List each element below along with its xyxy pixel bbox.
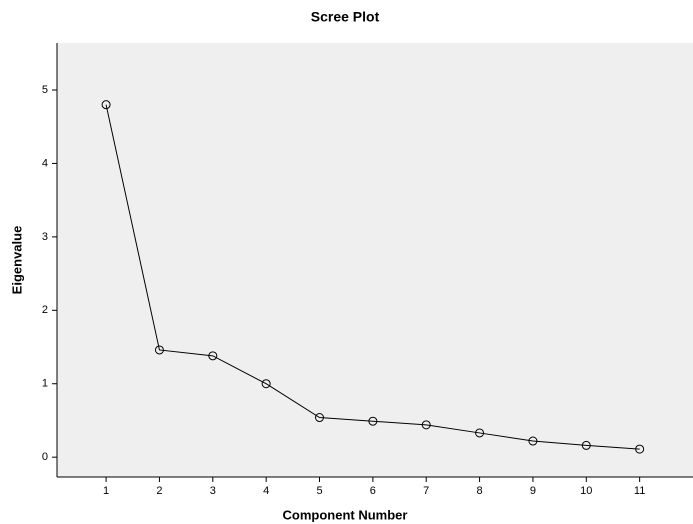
x-tick-label: 9 [530,485,536,497]
data-point [368,416,378,426]
data-point [315,413,325,423]
x-tick-label: 2 [156,485,162,497]
y-tick-label: 4 [42,157,48,169]
x-tick-label: 6 [370,485,376,497]
data-point [635,444,645,454]
chart-title: Scree Plot [311,9,380,25]
y-tick-label: 0 [42,451,48,463]
series-line [105,104,640,450]
x-tick-label: 7 [423,485,429,497]
data-point [261,379,271,389]
y-tick-label: 5 [42,84,48,96]
y-tick-label: 3 [42,231,48,243]
x-tick-label: 10 [580,485,592,497]
x-tick-label: 1 [103,485,109,497]
x-tick-label: 3 [210,485,216,497]
x-tick-label: 11 [634,485,645,497]
y-axis-title: Eigenvalue [9,226,24,295]
y-tick-label: 2 [42,304,48,316]
data-point [475,428,485,438]
x-axis-title: Component Number [283,507,408,522]
y-tick-label: 1 [42,378,48,390]
x-tick-label: 4 [263,485,269,497]
plot-area [57,43,693,477]
data-point [101,100,111,110]
x-tick-label: 5 [316,485,322,497]
data-point [208,351,218,361]
data-point [421,420,431,430]
data-point [581,440,591,450]
data-point [528,436,538,446]
x-tick-label: 8 [477,485,483,497]
data-point [154,345,164,355]
